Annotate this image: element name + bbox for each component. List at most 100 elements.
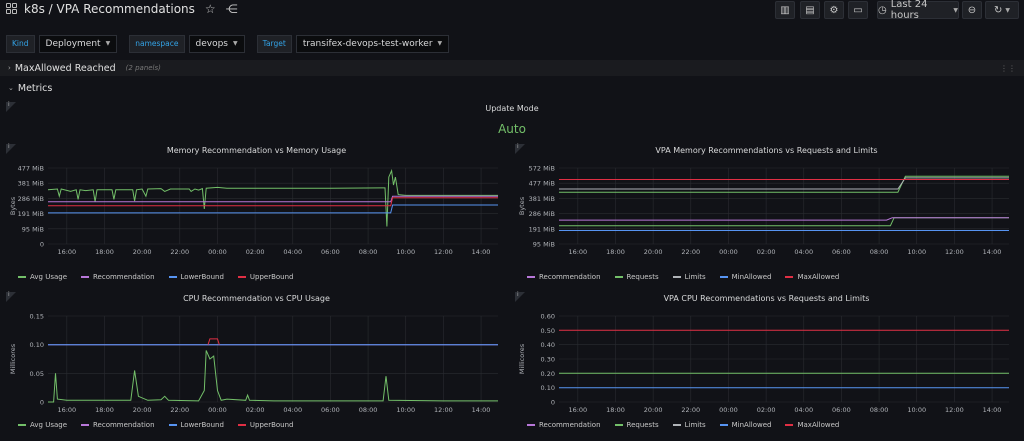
panel-info-icon[interactable]: i [515, 143, 525, 154]
stat-value: Auto [498, 122, 526, 136]
legend-item[interactable]: UpperBound [237, 273, 294, 281]
legend-item[interactable]: MinAllowed [719, 273, 771, 281]
add-panel-icon[interactable]: ▥ [775, 1, 795, 19]
time-picker-button[interactable]: ◷ Last 24 hours ▼ [877, 0, 959, 21]
legend-item[interactable]: Limits [672, 273, 706, 281]
x-tick-label: 06:00 [321, 248, 340, 256]
y-tick-label: 286 MiB [18, 195, 44, 203]
legend-item[interactable]: Avg Usage [18, 421, 67, 429]
row-metrics[interactable]: ⌄ Metrics [0, 80, 1024, 96]
legend-item[interactable]: UpperBound [237, 421, 294, 429]
legend-item[interactable]: LowerBound [168, 421, 224, 429]
legend-item[interactable]: MaxAllowed [785, 421, 839, 429]
memory-usage-panel: i Memory Recommendation vs Memory Usage 0 9… [6, 143, 507, 286]
legend-item[interactable]: Requests [614, 273, 659, 281]
y-axis-label: Millicores [518, 343, 526, 374]
x-tick-label: 18:00 [95, 248, 114, 256]
star-icon[interactable]: ☆ [204, 2, 216, 16]
legend-swatch [785, 276, 794, 278]
save-icon[interactable]: ▤ [800, 1, 820, 19]
chart-svg[interactable]: 0 0.10 0.20 0.30 0.40 0.50 0.60 16:00 18:00 20:00… [515, 292, 1018, 434]
x-tick-label: 02:00 [757, 248, 776, 256]
legend-item[interactable]: Recommendation [527, 273, 601, 281]
legend-item[interactable]: Recommendation [81, 421, 155, 429]
panel-title[interactable]: VPA CPU Recommendations vs Requests and … [663, 294, 870, 303]
chevron-down-icon: ▼ [953, 6, 958, 14]
legend-item[interactable]: Recommendation [81, 273, 155, 281]
y-tick-label: 0.50 [541, 327, 555, 335]
y-tick-label: 477 MiB [18, 165, 44, 173]
variable-value: transifex-devops-test-worker [302, 39, 433, 49]
settings-gear-icon[interactable]: ⚙ [824, 1, 844, 19]
x-tick-label: 02:00 [246, 248, 265, 256]
y-tick-label: 0 [551, 399, 555, 407]
variable-select-target[interactable]: transifex-devops-test-worker ▼ [295, 35, 450, 53]
panel-info-icon[interactable]: i [515, 291, 525, 302]
x-tick-label: 22:00 [170, 248, 189, 256]
legend-label: MaxAllowed [797, 273, 840, 281]
panel-info-icon[interactable]: i [6, 101, 16, 112]
legend-swatch [785, 424, 794, 426]
legend-swatch [719, 424, 728, 426]
x-tick-label: 08:00 [359, 406, 378, 414]
legend-label: Recommendation [539, 273, 601, 281]
x-tick-label: 10:00 [907, 406, 926, 414]
dashboard-title[interactable]: k8s / VPA Recommendations [24, 2, 195, 16]
tv-mode-icon[interactable]: ▭ [848, 1, 868, 19]
y-tick-label: 0 [40, 399, 44, 407]
legend-item[interactable]: MaxAllowed [785, 273, 839, 281]
variable-label-target: Target [256, 35, 292, 53]
legend-swatch [18, 424, 26, 426]
panel-title[interactable]: Memory Recommendation vs Memory Usage [166, 146, 347, 155]
chevron-down-icon: ▼ [1005, 6, 1010, 14]
x-tick-label: 10:00 [396, 406, 415, 414]
series-line-requests [559, 175, 1009, 193]
legend-item[interactable]: Avg Usage [18, 273, 67, 281]
legend-item[interactable]: Requests [614, 421, 659, 429]
dashboard-title-area: k8s / VPA Recommendations ☆ ⋲ [6, 2, 238, 16]
chart-svg[interactable]: 95 MiB 191 MiB 286 MiB 381 MiB 477 MiB 572 Mi… [515, 144, 1018, 286]
y-tick-label: 572 MiB [529, 165, 555, 173]
clock-icon: ◷ [878, 4, 887, 16]
x-tick-label: 04:00 [283, 248, 302, 256]
x-tick-label: 12:00 [434, 248, 453, 256]
legend-label: Recommendation [539, 421, 601, 429]
variable-select-namespace[interactable]: devops ▼ [188, 35, 245, 53]
panel-info-icon[interactable]: i [6, 291, 16, 302]
refresh-button[interactable]: ↻ ▼ [985, 1, 1019, 19]
panel-title[interactable]: CPU Recommendation vs CPU Usage [183, 294, 330, 303]
x-tick-label: 00:00 [208, 248, 227, 256]
chart-svg[interactable]: 0 0.05 0.10 0.15 16:00 18:00 20:00 22:00 00:00 02… [6, 292, 507, 434]
legend-item[interactable]: Limits [672, 421, 706, 429]
legend-label: UpperBound [249, 421, 294, 429]
legend-item[interactable]: Recommendation [527, 421, 601, 429]
dashboards-grid-icon[interactable] [6, 3, 18, 15]
chart-svg[interactable]: 0 95 MiB 191 MiB 286 MiB 381 MiB 477 MiB 16:00… [6, 144, 507, 286]
x-tick-label: 14:00 [983, 248, 1002, 256]
drag-handle-icon[interactable]: ⋮⋮ [1000, 63, 1016, 73]
vpa-cpu-panel: i VPA CPU Recommendations vs Requests and… [515, 291, 1018, 434]
x-tick-label: 08:00 [870, 406, 889, 414]
legend-label: LowerBound [180, 273, 224, 281]
variable-select-kind[interactable]: Deployment ▼ [38, 35, 118, 53]
time-range-label: Last 24 hours [890, 0, 928, 21]
panel-info-icon[interactable]: i [6, 143, 16, 154]
legend-swatch [81, 276, 89, 278]
y-tick-label: 286 MiB [529, 210, 555, 218]
series-line-upperbound [207, 338, 220, 345]
zoom-out-icon[interactable]: ⊖ [962, 1, 982, 19]
legend-item[interactable]: LowerBound [168, 273, 224, 281]
update-mode-panel: i Update Mode Auto [6, 101, 1018, 140]
legend-item[interactable]: MinAllowed [719, 421, 771, 429]
legend-swatch [672, 424, 681, 426]
legend-swatch [168, 276, 177, 278]
series-line-requests-low [559, 217, 1009, 227]
legend-swatch [527, 276, 535, 278]
chart-legend: Recommendation Requests Limits MinAllowed Ma… [527, 273, 839, 281]
series-line-upperbound [48, 197, 498, 207]
row-maxallowed-reached[interactable]: › MaxAllowed Reached (2 panels) ⋮⋮ [0, 60, 1024, 76]
cpu-usage-panel: i CPU Recommendation vs CPU Usage 0 0.05 0.1… [6, 291, 507, 434]
legend-label: Requests [626, 421, 659, 429]
share-icon[interactable]: ⋲ [225, 2, 238, 16]
panel-title[interactable]: VPA Memory Recommendations vs Requests a… [655, 146, 878, 155]
